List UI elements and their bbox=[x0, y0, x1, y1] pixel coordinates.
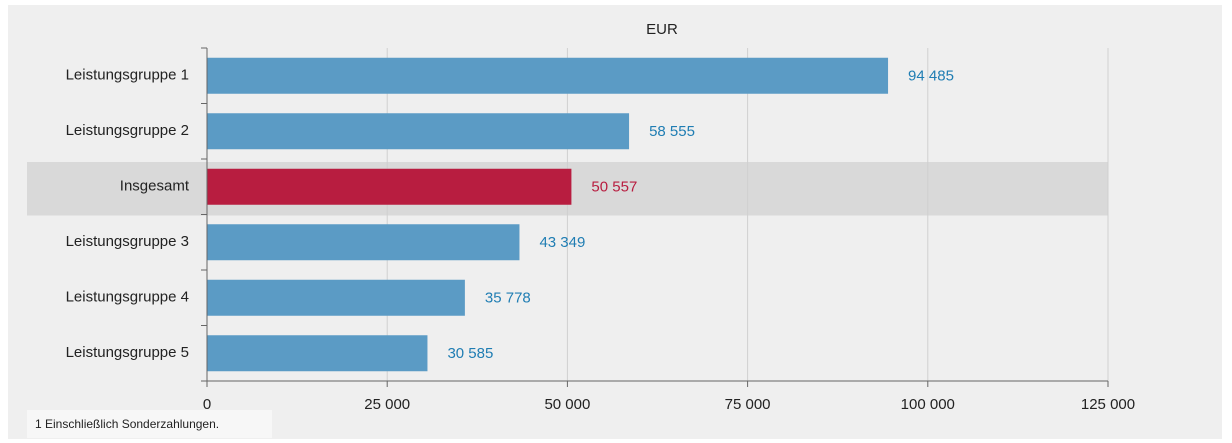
x-tick-label: 75 000 bbox=[725, 396, 771, 413]
bar bbox=[207, 113, 630, 150]
bar bbox=[207, 279, 465, 316]
footnote: 1 Einschließlich Sonderzahlungen. bbox=[35, 417, 219, 431]
category-label: Insgesamt bbox=[120, 178, 190, 195]
category-label: Leistungsgruppe 4 bbox=[66, 289, 189, 306]
value-label: 58 555 bbox=[649, 123, 695, 140]
bar bbox=[207, 224, 520, 261]
value-label: 50 557 bbox=[591, 179, 637, 196]
footnote-box bbox=[27, 410, 272, 438]
x-tick-label: 25 000 bbox=[364, 396, 410, 413]
category-label: Leistungsgruppe 5 bbox=[66, 344, 189, 361]
value-label: 30 585 bbox=[447, 345, 493, 362]
bar bbox=[207, 168, 572, 205]
value-label: 35 778 bbox=[485, 290, 531, 307]
x-tick-label: 50 000 bbox=[544, 396, 590, 413]
bar bbox=[207, 57, 889, 94]
value-label: 43 349 bbox=[539, 234, 585, 251]
bar bbox=[207, 335, 428, 372]
x-tick-label: 0 bbox=[203, 396, 211, 413]
value-label: 94 485 bbox=[908, 68, 954, 85]
category-label: Leistungsgruppe 1 bbox=[66, 67, 189, 84]
category-label: Leistungsgruppe 2 bbox=[66, 122, 189, 139]
axis-label: EUR bbox=[646, 21, 678, 38]
x-tick-label: 100 000 bbox=[901, 396, 955, 413]
category-label: Leistungsgruppe 3 bbox=[66, 233, 189, 250]
x-tick-label: 125 000 bbox=[1081, 396, 1135, 413]
